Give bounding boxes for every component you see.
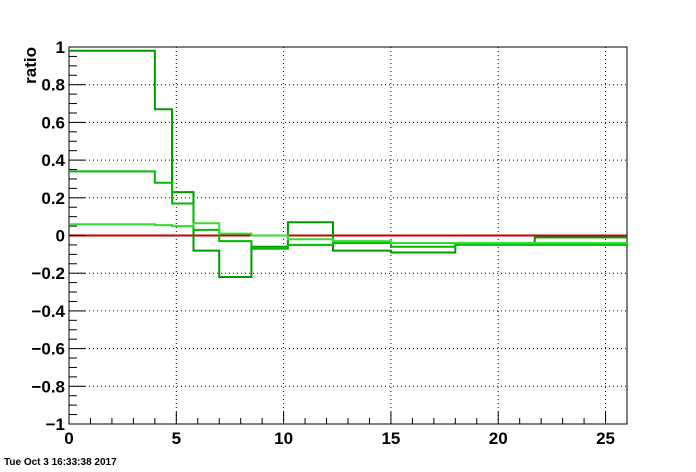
y-tick-label: 0.8 [41,76,65,95]
x-tick-label: 20 [489,429,508,448]
y-tick-label: 0 [56,227,65,246]
y-tick-label: −0.8 [31,377,65,396]
axis-ticks [68,46,628,425]
y-tick-label: −1 [46,415,65,434]
y-tick-label: −0.6 [31,340,65,359]
y-tick-label: 0.4 [41,151,65,170]
x-tick-label: 15 [381,429,400,448]
y-tick-label: −0.2 [31,264,65,283]
x-tick-label: 25 [596,429,615,448]
y-tick-label: 0.2 [41,189,65,208]
y-axis-label: ratio [21,47,40,84]
series-line [69,222,627,245]
y-tick-label: −0.4 [31,302,65,321]
y-tick-label: 0.6 [41,113,65,132]
x-tick-label: 5 [172,429,181,448]
series-line [69,170,627,250]
x-tick-label: 10 [274,429,293,448]
y-tick-label: 1 [56,38,65,57]
series-group [69,49,627,278]
tick-labels: 0 5 10 15 20 25 −1 −0.8 −0.6 −0.4 −0.2 0 0.2 0.4 0.6 0.… [31,38,615,448]
x-tick-label: 0 [64,429,73,448]
timestamp: Tue Oct 3 16:33:38 2017 [4,457,117,468]
